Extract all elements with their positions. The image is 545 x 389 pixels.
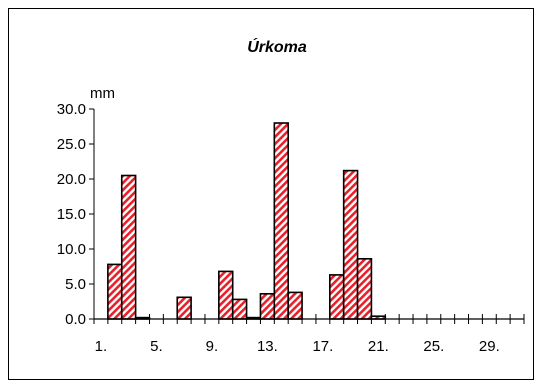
bar-day-20 bbox=[356, 257, 373, 320]
y-axis-ticks: 0.0 5.0 10.0 15.0 20.0 25.0 30.0 bbox=[57, 101, 94, 328]
bar-day-7 bbox=[176, 296, 192, 320]
bars bbox=[107, 122, 387, 320]
y-tick-label: 15.0 bbox=[57, 206, 86, 223]
bar-day-11 bbox=[231, 298, 248, 320]
y-tick-label: 0.0 bbox=[65, 311, 86, 328]
chart-title: Úrkoma bbox=[247, 37, 307, 56]
x-tick-label: 9. bbox=[206, 338, 219, 355]
y-axis-unit-label: mm bbox=[90, 85, 115, 102]
bar-day-2 bbox=[107, 263, 123, 320]
bar-day-14 bbox=[273, 122, 289, 320]
x-tick-label: 25. bbox=[423, 338, 444, 355]
x-tick-label: 5. bbox=[150, 338, 163, 355]
bar-day-19 bbox=[342, 169, 359, 320]
y-tick-label: 30.0 bbox=[57, 101, 86, 118]
x-tick-label: 17. bbox=[312, 338, 333, 355]
x-axis: 1. 5. 9. 13. 17. 21. 25. 29. bbox=[93, 314, 525, 355]
bar-day-15 bbox=[287, 291, 303, 320]
x-tick-label: 1. bbox=[95, 338, 108, 355]
bar-day-13 bbox=[259, 292, 276, 320]
bar-day-10 bbox=[218, 270, 234, 320]
y-tick-label: 25.0 bbox=[57, 136, 86, 153]
x-tick-label: 29. bbox=[479, 338, 500, 355]
x-tick-label: 21. bbox=[368, 338, 389, 355]
x-tick-label: 13. bbox=[257, 338, 278, 355]
y-tick-label: 20.0 bbox=[57, 171, 86, 188]
bar-day-3 bbox=[120, 174, 137, 320]
y-tick-label: 10.0 bbox=[57, 241, 86, 258]
bar-day-18 bbox=[329, 274, 345, 320]
y-tick-label: 5.0 bbox=[65, 276, 86, 293]
